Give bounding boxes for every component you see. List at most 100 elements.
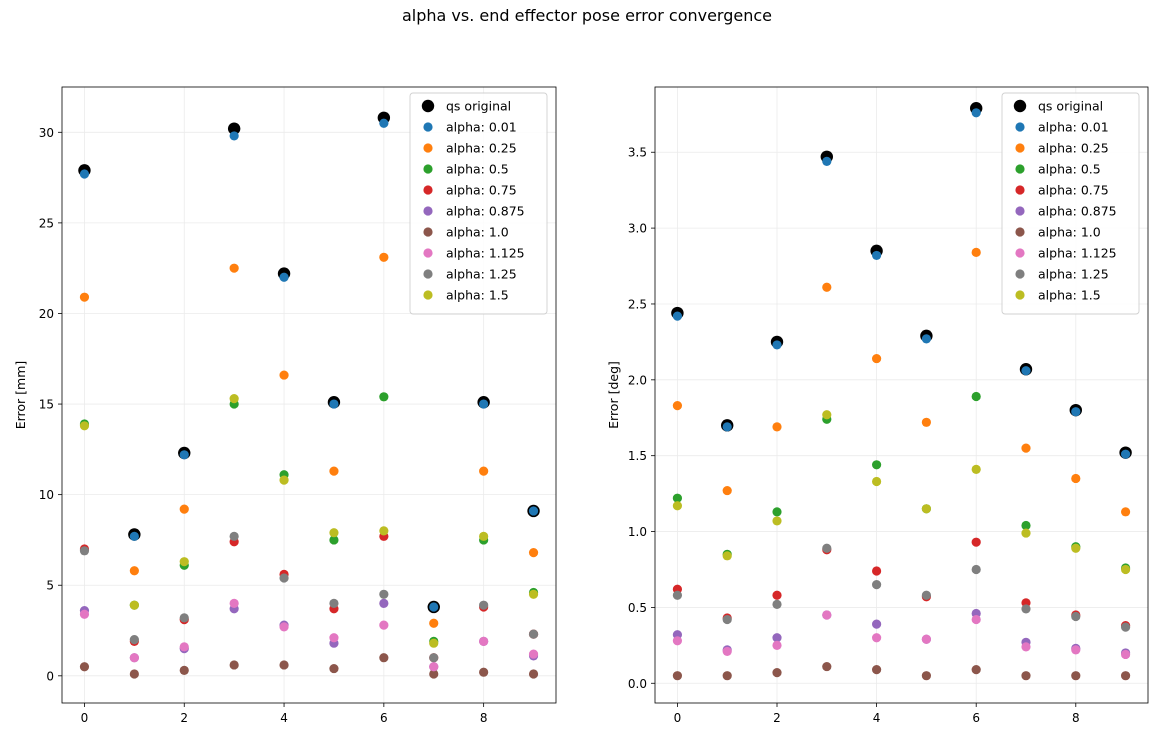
point-alpha-1-5 [229, 394, 239, 404]
legend-label: alpha: 1.125 [1038, 246, 1117, 261]
point-alpha-1-25 [429, 653, 439, 663]
point-alpha-1-25 [479, 600, 489, 610]
subplot-1: 0 2 4 6 8 0 5 10 15 20 25 30 Error [mm] qs original al… [13, 86, 557, 725]
point-alpha-1-5 [528, 589, 539, 599]
y-tick-label: 2.5 [628, 297, 647, 311]
legend-marker [423, 227, 433, 237]
point-alpha-1-5 [971, 464, 981, 474]
axes-frame [654, 86, 1149, 704]
point-alpha-1-5 [772, 516, 782, 526]
point-alpha-0-25 [971, 247, 981, 257]
legend-label: alpha: 0.25 [1038, 141, 1109, 156]
point-alpha-1-125 [429, 662, 439, 672]
point-alpha-0-01 [129, 531, 139, 541]
point-alpha-0-875 [872, 619, 882, 629]
point-alpha-1-5 [872, 476, 882, 487]
point-alpha-1-125 [1021, 642, 1031, 652]
legend-label: alpha: 0.01 [1038, 120, 1109, 135]
legend-label: alpha: 1.25 [446, 267, 517, 282]
legend-label: alpha: 0.5 [1038, 162, 1101, 177]
point-alpha-1-0 [528, 669, 539, 679]
point-alpha-1-5 [672, 501, 683, 511]
figure-title: alpha vs. end effector pose error conver… [402, 6, 772, 25]
point-alpha-0-25 [429, 618, 439, 628]
point-alpha-0-01 [528, 506, 539, 516]
point-alpha-1-125 [971, 614, 981, 625]
point-alpha-1-5 [279, 475, 289, 485]
point-alpha-0-875 [379, 598, 389, 608]
x-tick-label: 4 [873, 711, 881, 725]
y-tick-label: 25 [39, 216, 54, 230]
legend-marker [423, 143, 433, 153]
legend-marker [1015, 248, 1025, 258]
legend-marker [1015, 164, 1025, 174]
point-alpha-1-125 [129, 653, 139, 663]
point-alpha-0-75 [971, 537, 981, 547]
point-alpha-1-5 [179, 557, 189, 567]
point-alpha-0-5 [872, 460, 882, 470]
point-alpha-0-5 [971, 391, 981, 402]
point-alpha-1-0 [1071, 671, 1081, 681]
point-alpha-1-0 [179, 665, 189, 675]
y-tick-label: 3.0 [628, 222, 647, 236]
legend-label: alpha: 1.5 [446, 288, 509, 303]
point-alpha-1-0 [971, 665, 981, 675]
point-alpha-0-25 [822, 282, 832, 292]
point-alpha-1-5 [429, 638, 439, 648]
point-alpha-0-25 [528, 548, 539, 558]
point-alpha-1-25 [672, 590, 683, 600]
point-alpha-0-5 [379, 392, 389, 402]
point-alpha-1-0 [479, 667, 489, 677]
point-alpha-1-0 [872, 665, 882, 675]
point-alpha-1-125 [279, 622, 289, 632]
point-alpha-1-125 [1120, 649, 1131, 660]
point-alpha-1-125 [872, 633, 882, 643]
point-alpha-0-25 [1120, 507, 1131, 517]
point-alpha-0-01 [1021, 366, 1031, 376]
point-alpha-1-125 [329, 633, 339, 643]
axes-frame [61, 86, 557, 704]
point-alpha-1-0 [229, 660, 239, 670]
point-alpha-0-5 [329, 535, 339, 545]
y-tick-label: 20 [39, 307, 54, 321]
legend: qs original alpha: 0.01 alpha: 0.25 alpha: … [1001, 92, 1140, 315]
x-tick-label: 0 [81, 711, 89, 725]
legend-label: alpha: 0.75 [1038, 183, 1109, 198]
y-tick-label: 1.5 [628, 449, 647, 463]
point-alpha-1-125 [722, 646, 732, 657]
point-alpha-1-0 [921, 671, 931, 681]
point-alpha-1-5 [1120, 564, 1131, 575]
x-tick-label: 8 [1072, 711, 1080, 725]
point-alpha-1-125 [672, 636, 683, 646]
point-alpha-1-125 [921, 634, 931, 644]
y-tick-label: 3.5 [628, 146, 647, 160]
point-alpha-1-25 [79, 546, 90, 556]
legend-label: alpha: 1.25 [1038, 267, 1109, 282]
legend-marker [423, 269, 433, 279]
point-alpha-0-25 [672, 401, 683, 411]
legend-marker [421, 99, 435, 113]
point-alpha-0-25 [329, 466, 339, 476]
x-tick-label: 8 [480, 711, 488, 725]
legend-marker [423, 248, 433, 258]
legend-label: alpha: 1.0 [446, 225, 509, 240]
subplot-2: 0 2 4 6 8 0.0 0.5 1.0 1.5 2.0 2.5 3.0 3.5 Error [deg]… [606, 86, 1149, 725]
legend-label: alpha: 0.875 [446, 204, 525, 219]
legend-label: alpha: 0.875 [1038, 204, 1117, 219]
point-alpha-1-25 [1120, 622, 1131, 632]
point-alpha-0-25 [921, 417, 931, 427]
legend-marker [1015, 206, 1025, 216]
legend-label: alpha: 0.01 [446, 120, 517, 135]
point-alpha-0-01 [379, 118, 389, 128]
legend-marker [423, 206, 433, 216]
point-alpha-1-0 [429, 669, 439, 679]
legend-marker [1013, 99, 1027, 113]
point-alpha-0-01 [79, 169, 90, 179]
point-alpha-0-5 [1021, 520, 1031, 531]
point-alpha-0-01 [872, 250, 882, 261]
point-alpha-0-75 [872, 566, 882, 576]
point-alpha-1-125 [179, 642, 189, 652]
point-alpha-1-125 [772, 640, 782, 650]
legend-marker [1015, 122, 1025, 132]
x-tick-label: 6 [380, 711, 388, 725]
